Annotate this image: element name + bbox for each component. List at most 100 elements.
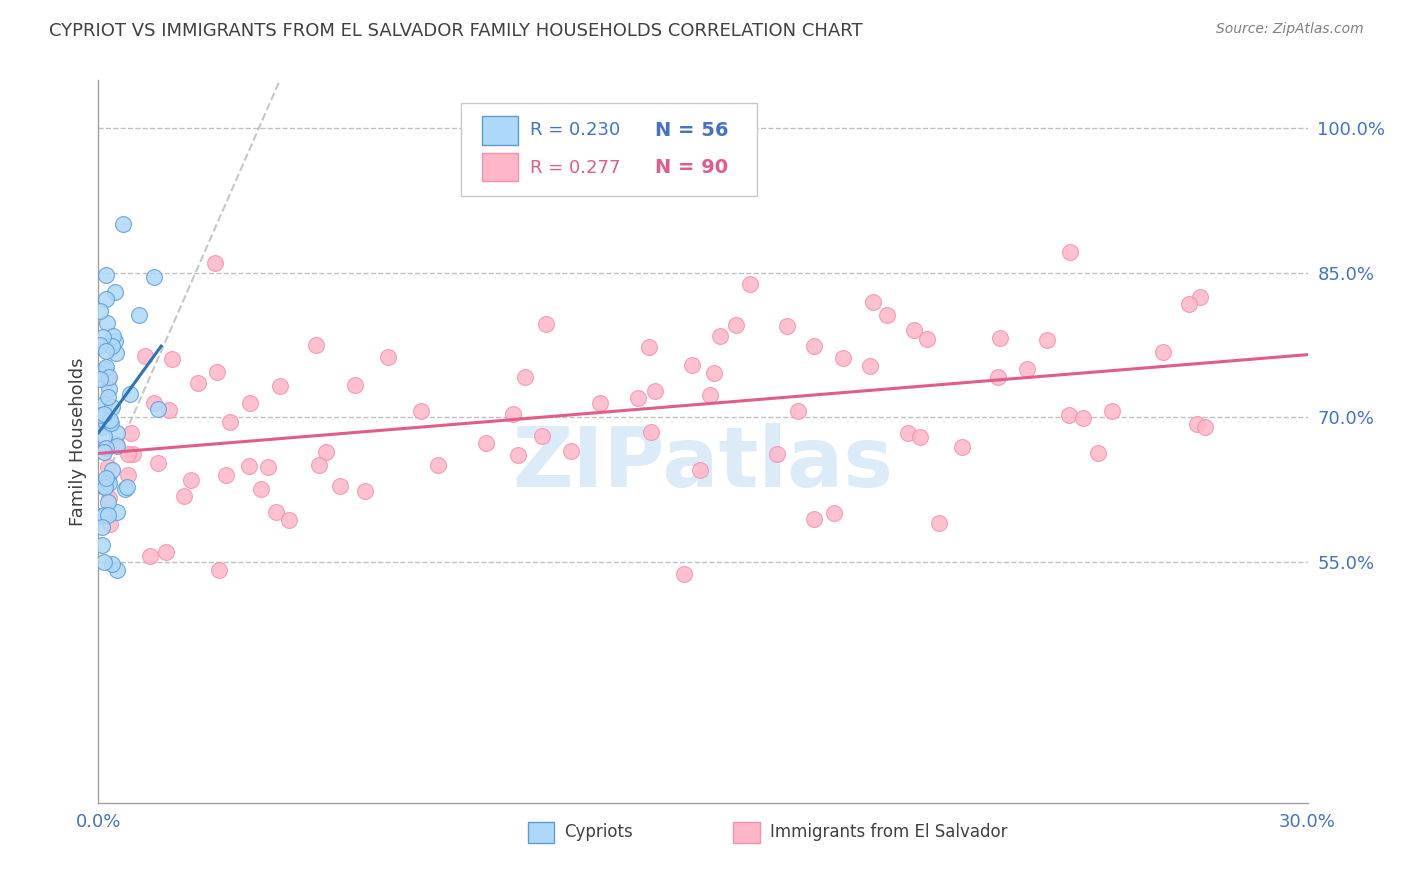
Text: ZIPatlas: ZIPatlas bbox=[513, 423, 893, 504]
Point bbox=[689, 463, 711, 477]
Point bbox=[97, 373, 120, 387]
Point bbox=[204, 256, 226, 270]
Point bbox=[91, 520, 114, 534]
Point bbox=[96, 316, 118, 330]
Point bbox=[1036, 333, 1059, 347]
Point bbox=[98, 491, 121, 505]
Point bbox=[101, 329, 124, 343]
Point bbox=[91, 478, 114, 492]
Point bbox=[1015, 361, 1038, 376]
Y-axis label: Family Households: Family Households bbox=[69, 358, 87, 525]
Point bbox=[98, 338, 121, 352]
Point bbox=[409, 404, 432, 418]
Point bbox=[157, 403, 180, 417]
Point bbox=[1194, 420, 1216, 434]
Point bbox=[218, 415, 240, 429]
Point bbox=[96, 471, 118, 485]
Point bbox=[139, 549, 162, 563]
Point bbox=[100, 338, 122, 352]
Point bbox=[215, 467, 238, 482]
Point bbox=[98, 475, 121, 490]
Point bbox=[101, 463, 124, 477]
Point bbox=[876, 308, 898, 322]
Point bbox=[269, 379, 291, 393]
Point bbox=[117, 468, 139, 483]
Point bbox=[96, 359, 118, 374]
FancyBboxPatch shape bbox=[482, 116, 517, 145]
Point bbox=[148, 402, 170, 417]
Point bbox=[90, 408, 112, 422]
Point bbox=[990, 331, 1012, 345]
Point bbox=[803, 339, 825, 353]
Point bbox=[93, 508, 115, 522]
Point bbox=[97, 369, 120, 384]
Point bbox=[155, 545, 177, 559]
Point bbox=[740, 277, 762, 291]
Point bbox=[264, 505, 287, 519]
Point bbox=[101, 557, 124, 571]
Point bbox=[120, 426, 142, 441]
Point bbox=[96, 268, 118, 282]
Point bbox=[776, 319, 799, 334]
Text: R = 0.277: R = 0.277 bbox=[530, 159, 620, 177]
Text: CYPRIOT VS IMMIGRANTS FROM EL SALVADOR FAMILY HOUSEHOLDS CORRELATION CHART: CYPRIOT VS IMMIGRANTS FROM EL SALVADOR F… bbox=[49, 22, 863, 40]
Point bbox=[97, 459, 120, 474]
Point bbox=[93, 429, 115, 443]
Text: R = 0.230: R = 0.230 bbox=[530, 121, 620, 139]
Point bbox=[560, 443, 582, 458]
Point bbox=[143, 396, 166, 410]
Point bbox=[897, 425, 920, 440]
Point bbox=[93, 407, 115, 421]
Point bbox=[823, 506, 845, 520]
Point bbox=[94, 361, 117, 376]
Text: Source: ZipAtlas.com: Source: ZipAtlas.com bbox=[1216, 22, 1364, 37]
Point bbox=[134, 349, 156, 363]
Point bbox=[91, 538, 114, 552]
FancyBboxPatch shape bbox=[461, 103, 758, 196]
Point bbox=[98, 382, 121, 396]
Point bbox=[180, 473, 202, 487]
Point bbox=[238, 396, 260, 410]
Point bbox=[703, 366, 725, 380]
Point bbox=[143, 270, 166, 285]
Point bbox=[1152, 344, 1174, 359]
Point bbox=[377, 350, 399, 364]
Point bbox=[97, 473, 120, 487]
Point bbox=[344, 378, 367, 392]
Point bbox=[910, 430, 932, 444]
Point bbox=[640, 425, 662, 439]
Point bbox=[91, 419, 114, 434]
Text: Cypriots: Cypriots bbox=[564, 823, 633, 841]
Point bbox=[1178, 297, 1201, 311]
Point bbox=[506, 449, 529, 463]
Point bbox=[105, 425, 128, 440]
Point bbox=[475, 436, 498, 450]
Point bbox=[928, 516, 950, 531]
Point bbox=[105, 439, 128, 453]
Point bbox=[862, 295, 884, 310]
Point bbox=[724, 318, 747, 332]
Point bbox=[354, 484, 377, 499]
Point bbox=[104, 334, 127, 348]
Point bbox=[308, 458, 330, 473]
Point bbox=[249, 482, 271, 496]
Point bbox=[104, 285, 127, 299]
Point bbox=[589, 396, 612, 410]
Point bbox=[128, 308, 150, 322]
Point bbox=[831, 351, 853, 365]
Point bbox=[208, 563, 231, 577]
Point bbox=[627, 391, 650, 405]
FancyBboxPatch shape bbox=[527, 822, 554, 843]
Point bbox=[122, 447, 145, 461]
Point bbox=[987, 370, 1010, 384]
Point bbox=[93, 444, 115, 458]
Point bbox=[699, 388, 721, 402]
Point bbox=[256, 460, 278, 475]
Point bbox=[1087, 445, 1109, 459]
Point bbox=[94, 480, 117, 494]
Point bbox=[709, 328, 731, 343]
Point bbox=[97, 508, 120, 523]
Point bbox=[513, 370, 536, 384]
Point bbox=[315, 444, 337, 458]
Point bbox=[100, 416, 122, 430]
